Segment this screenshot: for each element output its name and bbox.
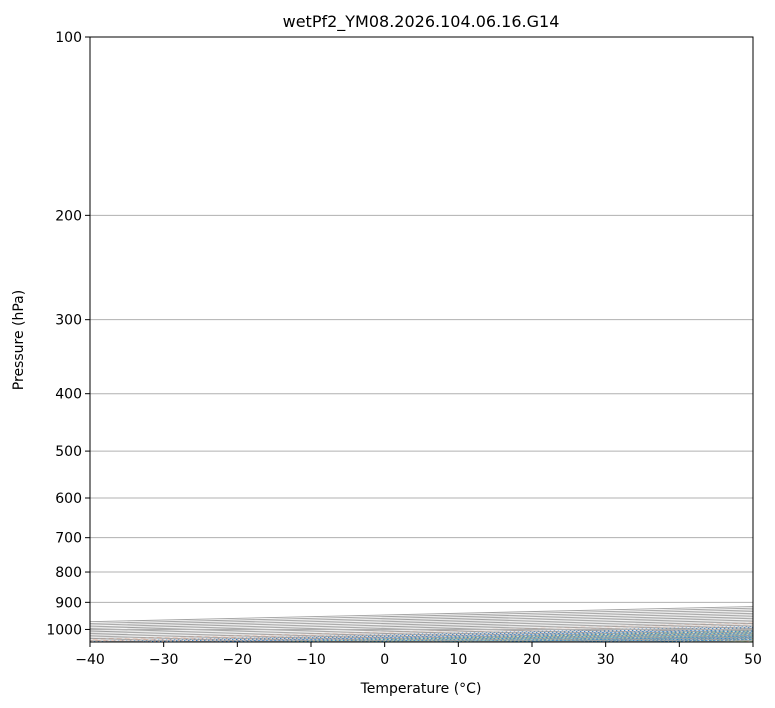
y-tick-label: 700 — [55, 531, 82, 547]
isotherm — [90, 616, 753, 633]
isotherm — [384, 633, 753, 642]
background-lines — [90, 37, 753, 642]
dry-adiabat — [412, 633, 753, 642]
isotherm — [752, 641, 753, 642]
x-tick-label: 20 — [523, 652, 541, 668]
dry-adiabat — [711, 640, 753, 642]
x-axis-title: Temperature (°C) — [360, 681, 482, 697]
y-tick-label: 900 — [55, 595, 82, 611]
dry-adiabat — [263, 629, 753, 642]
isotherm — [90, 624, 753, 641]
x-tick-label: 30 — [597, 652, 615, 668]
isotherm — [163, 628, 753, 642]
y-tick-label: 1000 — [46, 622, 82, 638]
isotherm — [90, 626, 753, 642]
x-tick-label: 10 — [449, 652, 467, 668]
moist-adiabat — [473, 634, 753, 642]
y-tick-label: 400 — [55, 387, 82, 403]
y-tick-label: 200 — [55, 208, 82, 224]
x-tick-label: 0 — [380, 652, 389, 668]
moist-adiabat — [580, 637, 753, 642]
dry-adiabat — [188, 627, 753, 642]
mixing-ratio-line — [218, 629, 753, 642]
moist-adiabat — [260, 629, 753, 642]
dry-adiabat — [90, 624, 753, 642]
moist-adiabat — [331, 631, 753, 642]
isotherm — [531, 636, 753, 642]
dry-adiabat — [90, 622, 753, 640]
isotherm — [90, 622, 753, 640]
isotherm — [237, 629, 753, 642]
y-tick-label: 800 — [55, 565, 82, 581]
dry-adiabat — [338, 631, 753, 642]
x-tick-label: −40 — [75, 652, 105, 668]
isotherm — [90, 619, 753, 636]
moist-adiabat — [509, 635, 753, 642]
moist-adiabat — [438, 634, 753, 642]
dry-adiabat — [487, 635, 753, 642]
isotherm — [90, 617, 753, 635]
moist-adiabat — [725, 640, 753, 642]
moist-adiabat — [689, 639, 753, 642]
axes: −40 −30 −20 −10 0 10 20 30 40 50 100 200 300 400 500 60… — [46, 30, 762, 668]
plot-frame — [89, 36, 754, 643]
dry-adiabat — [562, 636, 753, 642]
moist-adiabat — [544, 636, 753, 642]
isotherm — [90, 612, 753, 629]
moist-adiabat — [296, 630, 753, 642]
y-tick-label: 100 — [55, 30, 82, 46]
chart-title: wetPf2_YM08.2026.104.06.16.G14 — [283, 12, 560, 32]
moist-adiabat — [652, 639, 753, 642]
x-tick-label: −20 — [223, 652, 253, 668]
isotherm — [90, 614, 753, 631]
isotherm — [90, 611, 753, 628]
x-tick-label: −30 — [149, 652, 179, 668]
x-tick-label: 50 — [744, 652, 762, 668]
y-tick-label: 300 — [55, 313, 82, 329]
moist-adiabat — [367, 632, 753, 642]
moist-adiabat — [403, 633, 753, 642]
isotherm — [458, 634, 753, 642]
mixing-ratio-line — [326, 631, 753, 642]
isotherm — [90, 607, 753, 624]
dry-adiabat — [114, 626, 753, 642]
isotherm — [90, 609, 753, 626]
mixing-ratio-line — [365, 632, 753, 642]
isotherm — [90, 606, 753, 623]
isotherm — [310, 631, 753, 642]
moist-adiabat — [616, 638, 753, 642]
y-axis-title: Pressure (hPa) — [11, 290, 27, 390]
isotherm — [605, 638, 753, 642]
isotherm — [90, 621, 753, 638]
y-tick-label: 600 — [55, 491, 82, 507]
dry-adiabat — [636, 638, 753, 642]
isotherm — [679, 639, 753, 642]
x-tick-label: 40 — [670, 652, 688, 668]
x-tick-label: −10 — [296, 652, 326, 668]
y-tick-label: 500 — [55, 444, 82, 460]
